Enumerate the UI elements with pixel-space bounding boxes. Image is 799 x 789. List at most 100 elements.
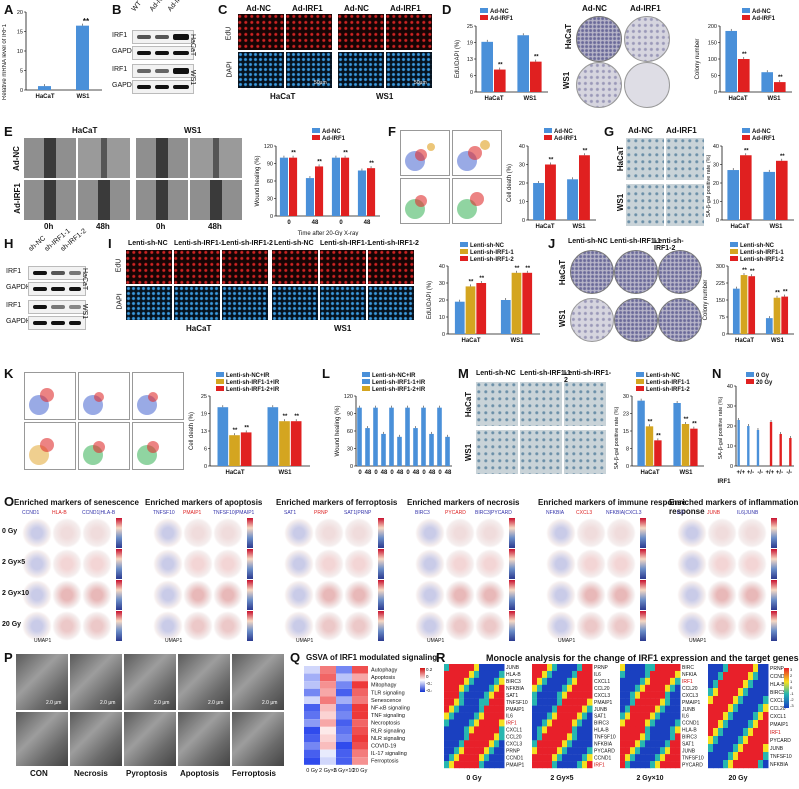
monocle-cell xyxy=(464,677,470,685)
monocle-cell xyxy=(479,705,485,713)
heatmap-cell xyxy=(352,688,368,697)
bar xyxy=(781,296,789,334)
o-axis: UMAP1 xyxy=(558,638,576,644)
heatmap-cell xyxy=(336,688,352,697)
monocle-cell xyxy=(670,684,676,692)
y-tick-label: 8 xyxy=(626,447,629,453)
colony-dish xyxy=(624,16,670,62)
monocle-cell xyxy=(708,752,714,761)
legend-label: Ad-NC xyxy=(490,9,509,15)
monocle-cell xyxy=(743,712,749,721)
monocle-cell xyxy=(718,712,724,721)
monocle-cell xyxy=(567,754,573,762)
x-tick-label: HaCaT xyxy=(535,224,554,230)
bar xyxy=(217,407,229,466)
monocle-cell xyxy=(474,698,480,706)
monocle-cell xyxy=(484,761,490,769)
y-tick-label: 20 xyxy=(727,424,733,430)
monocle-cell xyxy=(552,719,558,727)
monocle-cell xyxy=(640,670,646,679)
y-tick-label: 13 xyxy=(201,429,207,435)
monocle-cell xyxy=(733,752,739,761)
monocle-cell xyxy=(484,733,490,741)
monocle-cell xyxy=(454,684,460,692)
legend-label: Ad-IRF1 xyxy=(752,136,776,142)
bar xyxy=(740,155,752,220)
monocle-cell xyxy=(723,696,729,705)
panel-label-c: C xyxy=(218,2,228,17)
x-tick-label: +/- xyxy=(776,470,783,476)
monocle-cell xyxy=(763,664,769,673)
legend-swatch xyxy=(746,379,754,384)
panel-f-chart: 0 10 20 30 40 Cell death (%) ** HaCaT ** WS1 Ad-NC… xyxy=(504,124,600,236)
umap-plot xyxy=(82,549,112,579)
monocle-cell xyxy=(660,726,666,734)
y-tick-label: 100 xyxy=(708,57,717,63)
monocle-cell xyxy=(718,688,724,697)
gene-label: CXCL3 xyxy=(770,698,786,704)
g-row-ws1: WS1 xyxy=(616,193,626,212)
monocle-cell xyxy=(733,736,739,745)
monocle-cell xyxy=(630,691,636,699)
em-label: CON xyxy=(30,769,48,778)
y-tick-label: 75 xyxy=(719,315,725,321)
significance-mark: ** xyxy=(742,268,747,274)
x-axis-label: IRF1 xyxy=(717,479,731,485)
heatmap-row-label: TLR signaling xyxy=(371,690,405,696)
panel-label-b: B xyxy=(112,2,122,17)
monocle-cell xyxy=(748,704,754,713)
gene-label: CCL20 xyxy=(770,706,786,712)
sa-gal-image xyxy=(626,138,664,180)
monocle-cell xyxy=(718,752,724,761)
heatmap-cell xyxy=(320,704,336,712)
o-gene-label: SAT1|PRNP xyxy=(344,510,372,516)
gene-label: CXCL1 xyxy=(594,679,610,685)
monocle-cell xyxy=(645,712,651,720)
monocle-cell xyxy=(640,754,646,762)
significance-mark: ** xyxy=(233,428,238,434)
bar xyxy=(740,275,748,334)
heatmap-row-label: Apoptosis xyxy=(371,675,395,681)
monocle-cell xyxy=(645,684,651,692)
legend-label: Lenti-sh-IRF1-1+IR xyxy=(226,380,280,386)
y-axis-label: Wound healing (%) xyxy=(335,406,341,457)
o-row-label: 2 Gy×5 xyxy=(2,559,26,566)
monocle-cell xyxy=(537,740,543,748)
bar-chart-a: 0 5 10 15 20 HaCaT WS1 ** xyxy=(17,10,102,100)
m-row-hacat: HaCaT xyxy=(464,391,474,418)
y-tick-label: 20 xyxy=(17,10,23,16)
monocle-cell xyxy=(557,698,563,706)
monocle-cell xyxy=(552,740,558,748)
y-axis-label: SA-β-gal positive rate (%) xyxy=(706,154,712,217)
monocle-cell xyxy=(645,747,651,755)
monocle-cell xyxy=(454,664,460,672)
monocle-cell xyxy=(577,726,583,734)
sa-gal-image xyxy=(520,430,562,474)
monocle-cell xyxy=(650,712,656,720)
monocle-cell xyxy=(733,664,739,673)
monocle-cell xyxy=(484,664,490,672)
gene-label: BIRC3 xyxy=(770,690,785,696)
monocle-cell xyxy=(474,740,480,748)
monocle-cell xyxy=(499,754,505,762)
umap-plot xyxy=(677,611,707,641)
heatmap-cell xyxy=(352,711,368,720)
monocle-cell xyxy=(532,733,538,741)
monocle-cell xyxy=(675,754,681,762)
monocle-cell xyxy=(567,733,573,741)
monocle-cell xyxy=(620,719,626,727)
legend-swatch xyxy=(312,135,320,140)
monocle-cell xyxy=(484,677,490,685)
bar xyxy=(381,433,386,466)
monocle-cell xyxy=(444,733,450,741)
monocle-cell xyxy=(469,664,475,672)
y-tick-label: 40 xyxy=(519,144,525,150)
umap-plot xyxy=(52,580,82,610)
legend-label: Lenti-sh-IRF1-1 xyxy=(740,250,784,256)
significance-mark: ** xyxy=(369,161,374,167)
row-irf1-2: IRF1 xyxy=(112,66,128,73)
monocle-cell xyxy=(748,760,754,769)
monocle-cell xyxy=(645,733,651,741)
monocle-cell xyxy=(562,726,568,734)
monocle-cell xyxy=(738,744,744,753)
